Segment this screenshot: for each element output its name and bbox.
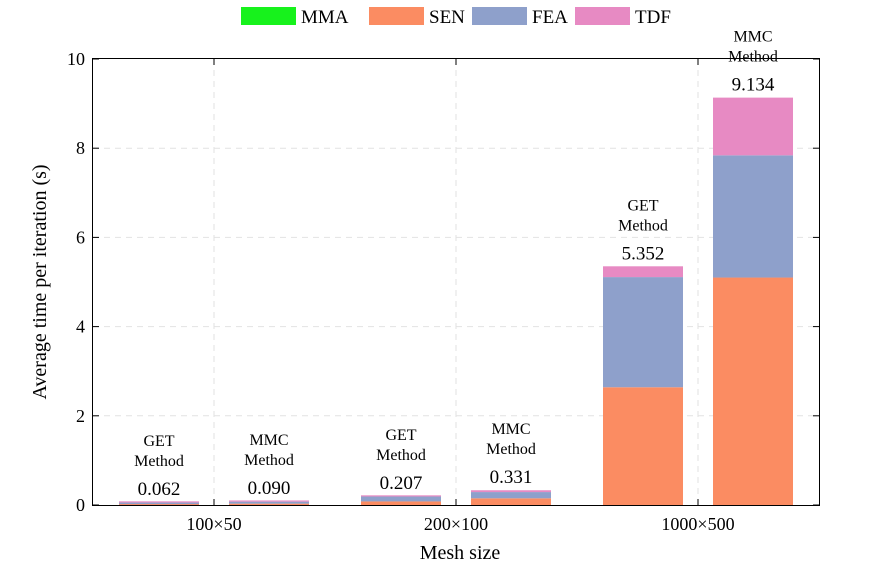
- bar-method-label: Method: [728, 49, 778, 66]
- bar-total-label: 9.134: [732, 75, 775, 96]
- bar-segment-fea: [119, 502, 199, 505]
- bar-labels: 0.062 Method GET 0.090 Method MMC 0.207 Method G…: [134, 29, 778, 501]
- bar-method-name: MMC: [249, 432, 288, 449]
- bar-total-label: 0.062: [138, 479, 181, 500]
- y-tick-label: 4: [76, 317, 85, 337]
- bar-segment-sen: [471, 498, 551, 505]
- bar-method-label: Method: [376, 447, 426, 464]
- y-tick-label: 2: [76, 406, 85, 426]
- legend-swatch-mma: [241, 7, 296, 25]
- bar-total-label: 0.090: [248, 478, 291, 499]
- bar-method-label: Method: [486, 441, 536, 458]
- y-axis-label: Average time per iteration (s): [29, 164, 51, 399]
- y-tick-label: 6: [76, 227, 85, 247]
- legend-label-fea: FEA: [532, 7, 568, 28]
- x-axis: 100×50 200×100 1000×500: [186, 59, 735, 534]
- bar-method-name: GET: [385, 427, 416, 444]
- bar-segment-fea: [229, 501, 309, 504]
- bar-total-label: 0.207: [380, 473, 423, 494]
- bars: [119, 97, 793, 505]
- y-axis: 0 2 4 6 8 10: [67, 49, 819, 515]
- bar-total-label: 0.331: [490, 467, 533, 488]
- legend-label-tdf: TDF: [635, 7, 671, 28]
- bar-segment-sen: [603, 387, 683, 505]
- grid: [93, 59, 819, 505]
- bar-method-name: MMC: [491, 421, 530, 438]
- y-tick-label: 10: [67, 49, 85, 69]
- bar-segment-sen: [119, 503, 199, 505]
- legend-swatch-sen: [369, 7, 424, 25]
- legend-label-sen: SEN: [429, 7, 465, 28]
- bar-segment-fea: [603, 277, 683, 388]
- bar-segment-sen: [713, 277, 793, 505]
- bar-method-name: MMC: [733, 29, 772, 46]
- bar-segment-tdf: [119, 501, 199, 503]
- bar-method-name: GET: [143, 433, 174, 450]
- legend: MMA SEN FEA TDF: [241, 7, 671, 28]
- plot-frame: [92, 58, 820, 506]
- bar-segment-tdf: [229, 500, 309, 502]
- bar-segment-fea: [361, 496, 441, 502]
- bar-segment-tdf: [713, 97, 793, 156]
- bar-segment-fea: [471, 492, 551, 499]
- bar-segment-tdf: [471, 490, 551, 493]
- bar-segment-sen: [361, 501, 441, 505]
- y-tick-label: 8: [76, 138, 85, 158]
- bar-segment-fea: [713, 155, 793, 278]
- bar-method-label: Method: [618, 217, 668, 234]
- y-tick-label: 0: [76, 495, 85, 515]
- legend-swatch-tdf: [575, 7, 630, 25]
- legend-label-mma: MMA: [301, 7, 349, 28]
- x-axis-label: Mesh size: [420, 542, 501, 564]
- bar-method-label: Method: [134, 453, 184, 470]
- bar-segment-tdf: [361, 495, 441, 497]
- bar-total-label: 5.352: [622, 243, 665, 264]
- x-tick-label: 100×50: [186, 514, 241, 534]
- bar-segment-tdf: [603, 266, 683, 278]
- bar-method-label: Method: [244, 452, 294, 469]
- legend-swatch-fea: [472, 7, 527, 25]
- x-tick-label: 200×100: [424, 514, 488, 534]
- x-tick-label: 1000×500: [661, 514, 734, 534]
- bar-segment-sen: [229, 503, 309, 505]
- bar-method-name: GET: [627, 197, 658, 214]
